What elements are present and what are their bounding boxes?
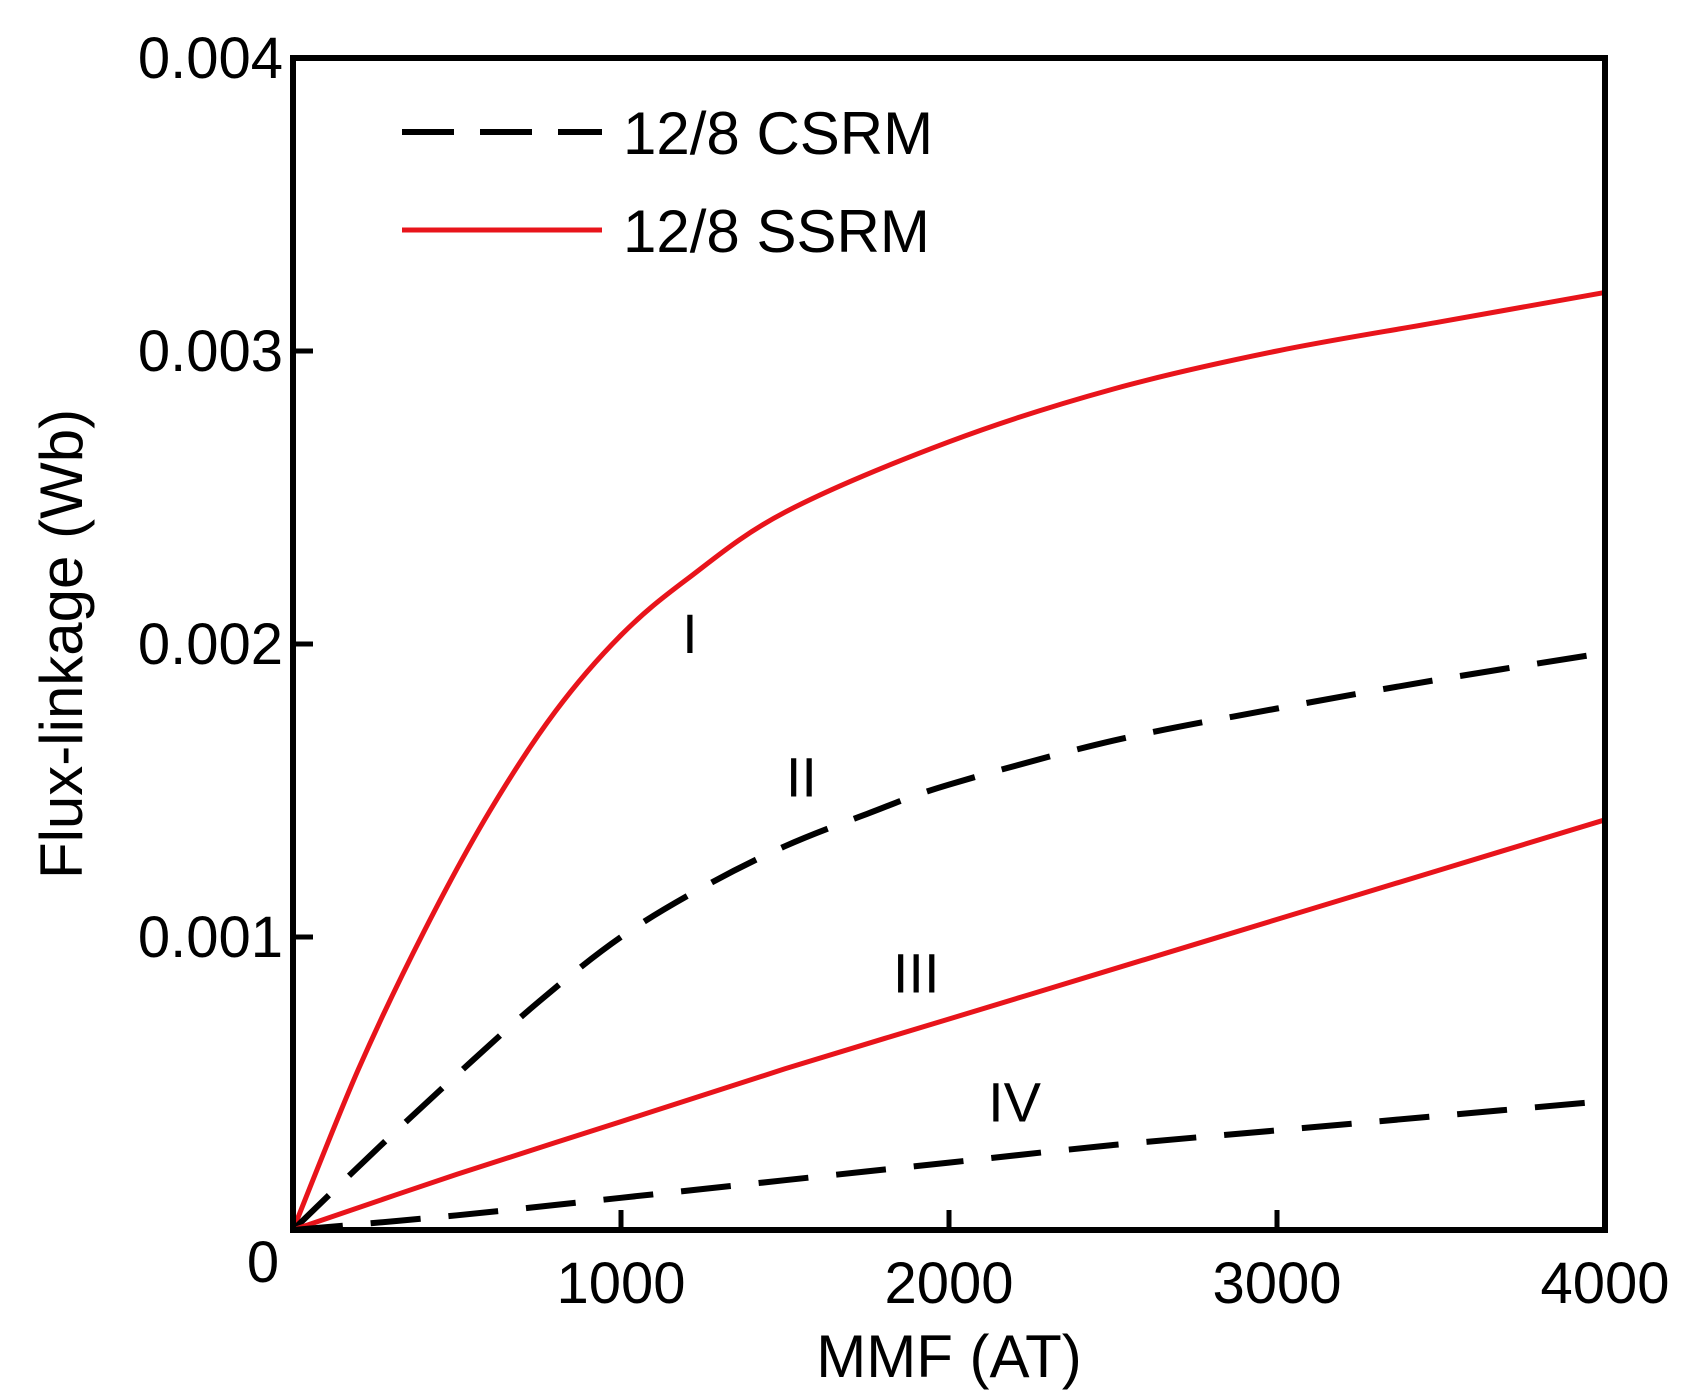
y-tick-label-0.003: 0.003 [138, 319, 283, 384]
x-tick-label-3000: 3000 [1212, 1251, 1341, 1316]
legend-label-2: 12/8 SSRM [623, 198, 930, 265]
x-tick-label-4000: 4000 [1540, 1251, 1669, 1316]
ticks-layer: 0 1000 2000 3000 4000 0.001 0.002 0.003 0.004 [138, 26, 1670, 1316]
x-tick-label-1000: 1000 [556, 1251, 685, 1316]
plot-frame [290, 55, 1608, 1233]
curve-label-I: I [682, 602, 698, 665]
y-tick-label-0.002: 0.002 [138, 612, 283, 677]
series-curve-III [292, 817, 1606, 1233]
curve-label-II: II [786, 745, 817, 808]
y-tick-label-0.001: 0.001 [138, 905, 283, 970]
y-tick-label-0.004: 0.004 [138, 26, 283, 91]
y-axis-title: Flux-linkage (Wb) [28, 409, 95, 879]
series-curve-II [290, 649, 1606, 1233]
x-tick-label-2000: 2000 [884, 1251, 1013, 1316]
x-axis-title: MMF (AT) [816, 1323, 1081, 1390]
series-curve-IV [292, 1098, 1606, 1233]
series-curve-I [290, 289, 1606, 1231]
curve-label-IV: IV [988, 1071, 1042, 1134]
legend-label-1: 12/8 CSRM [623, 100, 933, 167]
legend: 12/8 CSRM 12/8 SSRM [402, 100, 933, 265]
curves-layer [290, 289, 1606, 1233]
curve-label-III: III [893, 942, 940, 1005]
x-tick-label-0: 0 [247, 1230, 279, 1295]
